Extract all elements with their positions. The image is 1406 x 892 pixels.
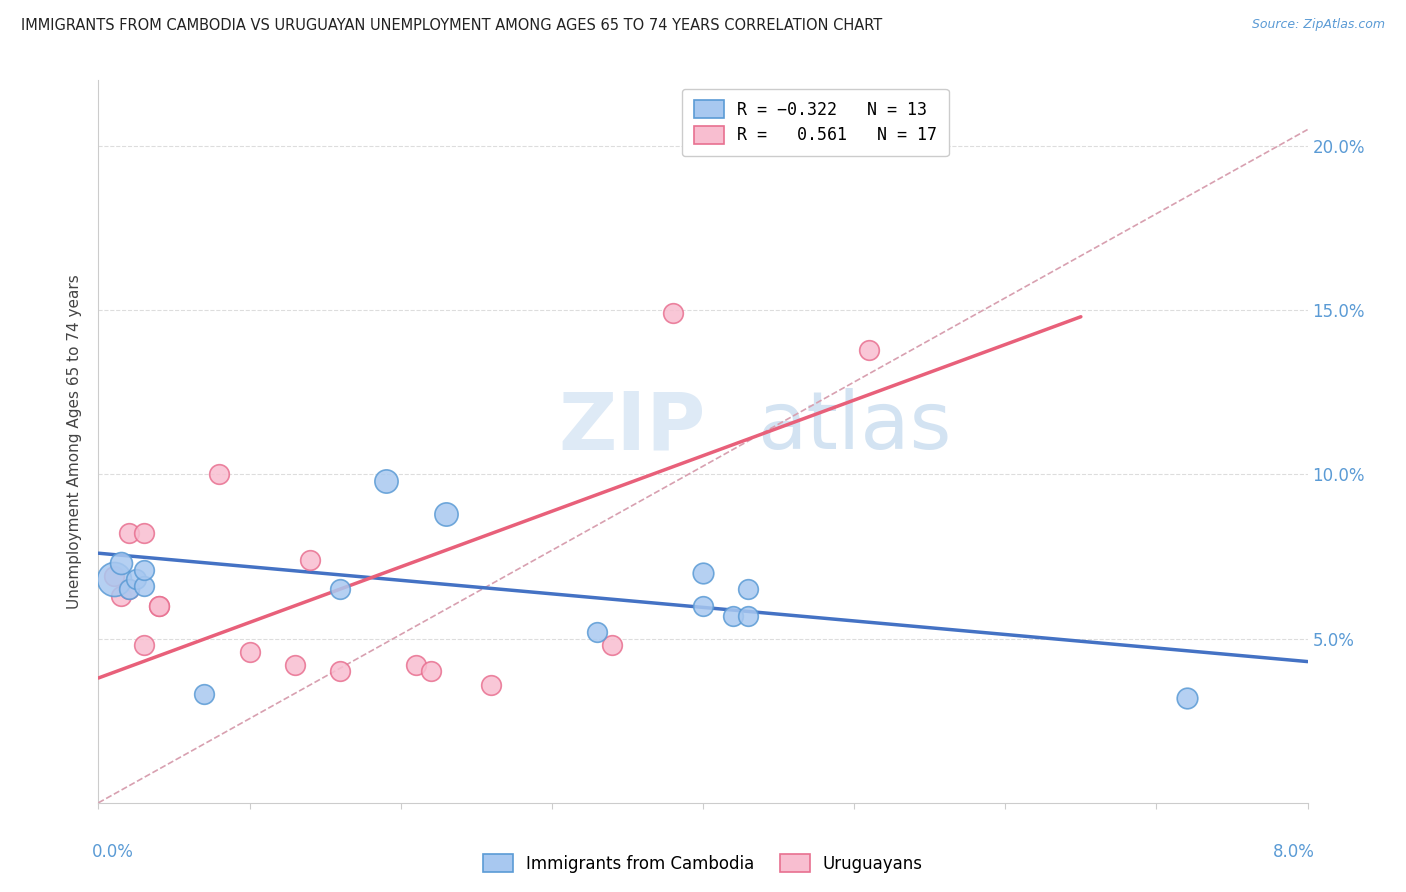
Point — [329, 665, 352, 679]
Point — [193, 687, 215, 701]
Point — [299, 553, 322, 567]
Text: 8.0%: 8.0% — [1272, 843, 1315, 861]
Point — [118, 582, 141, 597]
Point — [132, 579, 155, 593]
Point — [723, 608, 745, 623]
Point — [329, 582, 352, 597]
Point — [1175, 690, 1198, 705]
Legend: R = −0.322   N = 13, R =   0.561   N = 17: R = −0.322 N = 13, R = 0.561 N = 17 — [682, 88, 949, 156]
Point — [661, 306, 683, 320]
Text: Source: ZipAtlas.com: Source: ZipAtlas.com — [1251, 18, 1385, 31]
Point — [692, 566, 714, 580]
Point — [374, 474, 396, 488]
Point — [110, 556, 132, 570]
Point — [737, 608, 759, 623]
Point — [118, 526, 141, 541]
Point — [434, 507, 457, 521]
Point — [132, 638, 155, 652]
Text: IMMIGRANTS FROM CAMBODIA VS URUGUAYAN UNEMPLOYMENT AMONG AGES 65 TO 74 YEARS COR: IMMIGRANTS FROM CAMBODIA VS URUGUAYAN UN… — [21, 18, 883, 33]
Point — [284, 657, 307, 672]
Text: ZIP: ZIP — [558, 388, 706, 467]
Point — [692, 599, 714, 613]
Point — [148, 599, 170, 613]
Y-axis label: Unemployment Among Ages 65 to 74 years: Unemployment Among Ages 65 to 74 years — [67, 274, 83, 609]
Text: atlas: atlas — [758, 388, 952, 467]
Point — [110, 589, 132, 603]
Point — [103, 569, 125, 583]
Point — [239, 645, 262, 659]
Point — [208, 467, 231, 482]
Point — [405, 657, 427, 672]
Point — [586, 625, 609, 640]
Point — [481, 677, 503, 691]
Point — [118, 582, 141, 597]
Point — [132, 563, 155, 577]
Text: 0.0%: 0.0% — [91, 843, 134, 861]
Point — [737, 582, 759, 597]
Point — [858, 343, 880, 357]
Point — [420, 665, 443, 679]
Point — [103, 573, 125, 587]
Legend: Immigrants from Cambodia, Uruguayans: Immigrants from Cambodia, Uruguayans — [477, 847, 929, 880]
Point — [132, 526, 155, 541]
Point — [602, 638, 624, 652]
Point — [125, 573, 148, 587]
Point — [148, 599, 170, 613]
